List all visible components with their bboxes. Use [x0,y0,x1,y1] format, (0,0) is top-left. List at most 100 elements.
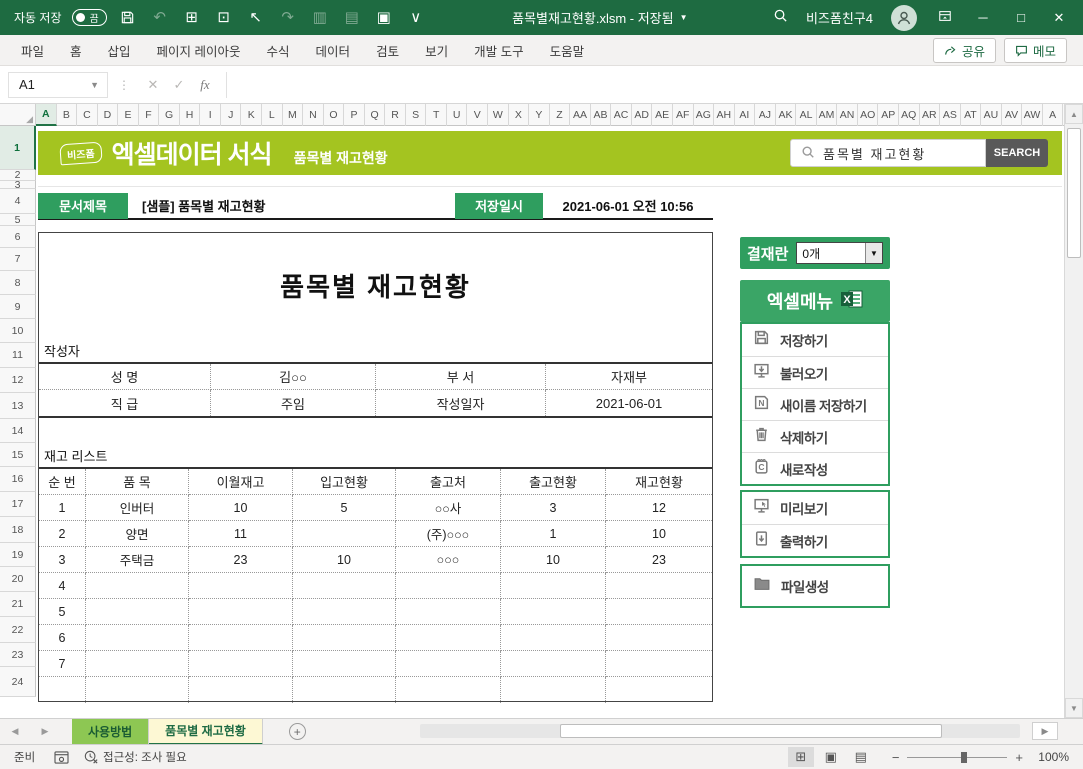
inventory-cell[interactable]: 11 [189,521,293,547]
add-sheet-button[interactable]: + [288,723,306,740]
menu-item-delete[interactable]: 삭제하기 [742,420,888,452]
inventory-header-cell[interactable]: 입고현황 [293,469,396,495]
column-header-AM[interactable]: AM [817,104,838,126]
row-header-23[interactable]: 23 [0,643,36,667]
column-header-AS[interactable]: AS [940,104,961,126]
name-box-dropdown-icon[interactable]: ▼ [90,79,99,90]
approval-count-select[interactable]: 0개 ▼ [796,242,883,264]
inventory-cell[interactable] [293,651,396,677]
inventory-cell[interactable] [86,677,189,703]
author-label-cell[interactable]: 성 명 [39,364,211,390]
inventory-cell[interactable]: 주택금 [86,547,189,573]
inventory-header-cell[interactable]: 순 번 [39,469,86,495]
ribbon-tab-1[interactable]: 파일 [21,44,45,59]
inventory-cell[interactable]: 12 [606,495,712,521]
search-button[interactable]: SEARCH [986,139,1048,167]
inventory-cell[interactable] [86,651,189,677]
inventory-cell[interactable] [189,599,293,625]
qat-more-icon[interactable]: ∨ [410,9,422,26]
column-header-AE[interactable]: AE [652,104,673,126]
column-header-Z[interactable]: Z [550,104,571,126]
inventory-header-cell[interactable]: 재고현황 [606,469,712,495]
inventory-cell[interactable] [39,677,86,703]
sheet-tab-inactive[interactable]: 사용방법 [72,718,150,745]
banner-search-input[interactable]: 품목별 재고현황 [790,139,986,167]
inventory-cell[interactable] [396,651,501,677]
inventory-cell[interactable]: (주)○○○ [396,521,501,547]
menu-item-load[interactable]: 불러오기 [742,356,888,388]
row-header-3[interactable]: 3 [0,179,36,191]
column-header-O[interactable]: O [324,104,345,126]
page-break-view-icon[interactable]: ▤ [854,749,867,764]
inventory-header-cell[interactable]: 품 목 [86,469,189,495]
avatar[interactable] [891,4,917,31]
column-header-A[interactable]: A [36,104,57,126]
column-header-AJ[interactable]: AJ [755,104,776,126]
inventory-cell[interactable] [501,599,606,625]
inventory-cell[interactable]: 10 [606,521,712,547]
confirm-entry-icon[interactable]: ✓ [173,76,185,92]
autosave-toggle[interactable]: 끔 [71,9,107,26]
inventory-cell[interactable] [293,573,396,599]
column-header-A-partial[interactable]: A [1043,104,1064,126]
column-header-AO[interactable]: AO [858,104,879,126]
inventory-cell[interactable]: 6 [39,625,86,651]
camera-snapshot-icon[interactable]: ⊡ [217,9,230,26]
worksheet[interactable]: 1 2 3 4 5 6 7 8 9 10 11 12 13 14 15 16 17 18 19 20 21 22 23 24 … [0,126,1064,718]
ribbon-tab-8[interactable]: 보기 [425,44,449,59]
column-header-U[interactable]: U [447,104,468,126]
column-header-AF[interactable]: AF [673,104,694,126]
name-manager-icon[interactable]: ▣ [376,9,391,26]
inventory-cell[interactable] [189,677,293,703]
inventory-cell[interactable] [189,573,293,599]
inventory-cell[interactable]: ○○○ [396,547,501,573]
name-box[interactable]: A1 ▼ [8,71,108,98]
inventory-cell[interactable]: 4 [39,573,86,599]
insert-function-icon[interactable]: fx [200,76,210,92]
inventory-cell[interactable]: 3 [501,495,606,521]
page-layout-view-icon[interactable]: ▣ [824,749,837,764]
column-header-AN[interactable]: AN [837,104,858,126]
column-header-AB[interactable]: AB [591,104,612,126]
inventory-cell[interactable] [606,573,712,599]
row-header-4[interactable]: 4 [0,189,36,214]
column-header-P[interactable]: P [344,104,365,126]
column-header-B[interactable]: B [57,104,78,126]
inventory-cell[interactable]: 10 [189,495,293,521]
column-header-C[interactable]: C [77,104,98,126]
row-header-14[interactable]: 14 [0,419,36,443]
inventory-header-cell[interactable]: 출고처 [396,469,501,495]
inventory-cell[interactable]: 5 [39,599,86,625]
row-header-1[interactable]: 1 [0,126,36,170]
inventory-cell[interactable]: 2 [39,521,86,547]
minimize-button[interactable]: ─ [978,10,988,25]
row-header-10[interactable]: 10 [0,319,36,343]
column-header-R[interactable]: R [385,104,406,126]
document-filename[interactable]: 품목별재고현황.xlsm - 저장됨 [512,11,674,26]
column-header-AW[interactable]: AW [1022,104,1043,126]
menu-item-preview[interactable]: 미리보기 [742,492,888,524]
row-header-24[interactable]: 24 [0,667,36,697]
inventory-cell[interactable] [501,625,606,651]
menu-item-print[interactable]: 출력하기 [742,524,888,556]
ribbon-tab-5[interactable]: 수식 [266,44,290,59]
ribbon-tab-10[interactable]: 도움말 [549,44,585,59]
inventory-cell[interactable] [293,521,396,547]
column-header-AU[interactable]: AU [981,104,1002,126]
column-header-AP[interactable]: AP [878,104,899,126]
column-header-W[interactable]: W [488,104,509,126]
column-header-Y[interactable]: Y [529,104,550,126]
switch-windows-icon[interactable]: ⊞ [185,9,198,26]
inventory-cell[interactable] [293,625,396,651]
row-header-2[interactable]: 2 [0,169,36,181]
column-header-D[interactable]: D [98,104,119,126]
ribbon-tab-9[interactable]: 개발 도구 [474,44,524,59]
row-header-15[interactable]: 15 [0,443,36,467]
column-header-AI[interactable]: AI [735,104,756,126]
inventory-cell[interactable] [189,625,293,651]
column-header-M[interactable]: M [283,104,304,126]
ribbon-display-options-icon[interactable] [935,9,955,26]
close-button[interactable]: ✕ [1053,9,1065,25]
inventory-header-cell[interactable]: 출고현황 [501,469,606,495]
column-header-Q[interactable]: Q [365,104,386,126]
